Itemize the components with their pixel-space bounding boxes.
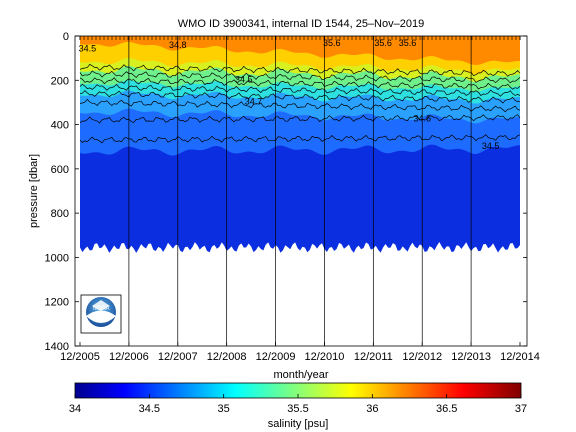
colorbar-tick-label: 36 xyxy=(366,403,378,415)
contour-line xyxy=(79,114,521,124)
x-tick-label: 12/2006 xyxy=(109,351,149,363)
contour-line xyxy=(79,63,521,77)
contour-line xyxy=(79,70,521,84)
contour-line xyxy=(79,134,521,144)
colorbar-label: salinity [psu] xyxy=(268,418,329,430)
y-tick-label: 1400 xyxy=(45,341,69,353)
contour-label: 34.5 xyxy=(235,75,253,85)
y-tick-label: 400 xyxy=(51,120,69,132)
contour-line xyxy=(79,90,521,104)
contour-label: 34.5 xyxy=(482,141,500,151)
y-tick-label: 600 xyxy=(51,164,69,176)
contour-label: 35.6 xyxy=(399,38,417,48)
x-axis: 12/2005 12/2006 12/2007 12/2008 12/2009 12/20… xyxy=(60,36,540,363)
x-tick-label: 12/2011 xyxy=(354,351,393,363)
salinity-layer xyxy=(80,36,520,66)
colorbar-tick-label: 36.5 xyxy=(436,403,457,415)
x-tick-label: 12/2014 xyxy=(500,351,540,363)
year-lines xyxy=(128,36,472,346)
colorbar-tick-label: 37 xyxy=(515,403,527,415)
y-axis-label: pressure [dbar] xyxy=(28,154,40,228)
y-axis: 0 200 400 600 800 1000 1200 1400 xyxy=(45,31,527,353)
contour-line xyxy=(79,83,521,97)
x-tick-label: 12/2009 xyxy=(256,351,296,363)
contour-label: 35.6 xyxy=(323,38,341,48)
chart-title: WMO ID 3900341, internal ID 1544, 25–Nov… xyxy=(178,18,424,30)
y-tick-label: 1000 xyxy=(45,252,69,264)
contour-labels: 34.5 34.5 34.7 34.8 35.6 35.6 35.6 34.6 34.5 xyxy=(79,38,500,151)
contour-label: 34.5 xyxy=(79,44,97,54)
salinity-field xyxy=(79,36,521,253)
colorbar-tick-label: 34.5 xyxy=(139,403,160,415)
plot-frame xyxy=(74,35,528,347)
x-tick-label: 12/2010 xyxy=(305,351,345,363)
x-tick-label: 12/2013 xyxy=(451,351,491,363)
contour-label: 35.6 xyxy=(374,38,392,48)
contour-line xyxy=(79,98,521,113)
colorbar: 34 34.5 35 35.5 36 36.5 37 salinity [psu] xyxy=(69,382,527,430)
colorbar-tick-label: 35 xyxy=(218,403,230,415)
y-tick-label: 0 xyxy=(63,31,69,43)
x-tick-label: 12/2005 xyxy=(60,351,100,363)
contour-label: 34.8 xyxy=(169,40,187,50)
x-tick-label: 12/2012 xyxy=(402,351,442,363)
noaa-logo: NOAA xyxy=(80,294,122,334)
y-tick-label: 1200 xyxy=(45,297,69,309)
y-tick-label: 800 xyxy=(51,208,69,220)
x-axis-label: month/year xyxy=(273,369,328,381)
y-tick-label: 200 xyxy=(51,75,69,87)
contour-label: 34.7 xyxy=(245,97,263,107)
colorbar-tick-label: 34 xyxy=(69,403,81,415)
contour-label: 34.6 xyxy=(413,113,431,123)
contour-line xyxy=(79,77,521,90)
x-tick-label: 12/2007 xyxy=(158,351,198,363)
colorbar-tick-label: 35.5 xyxy=(287,403,308,415)
x-tick-label: 12/2008 xyxy=(207,351,247,363)
svg-text:NOAA: NOAA xyxy=(92,306,109,312)
